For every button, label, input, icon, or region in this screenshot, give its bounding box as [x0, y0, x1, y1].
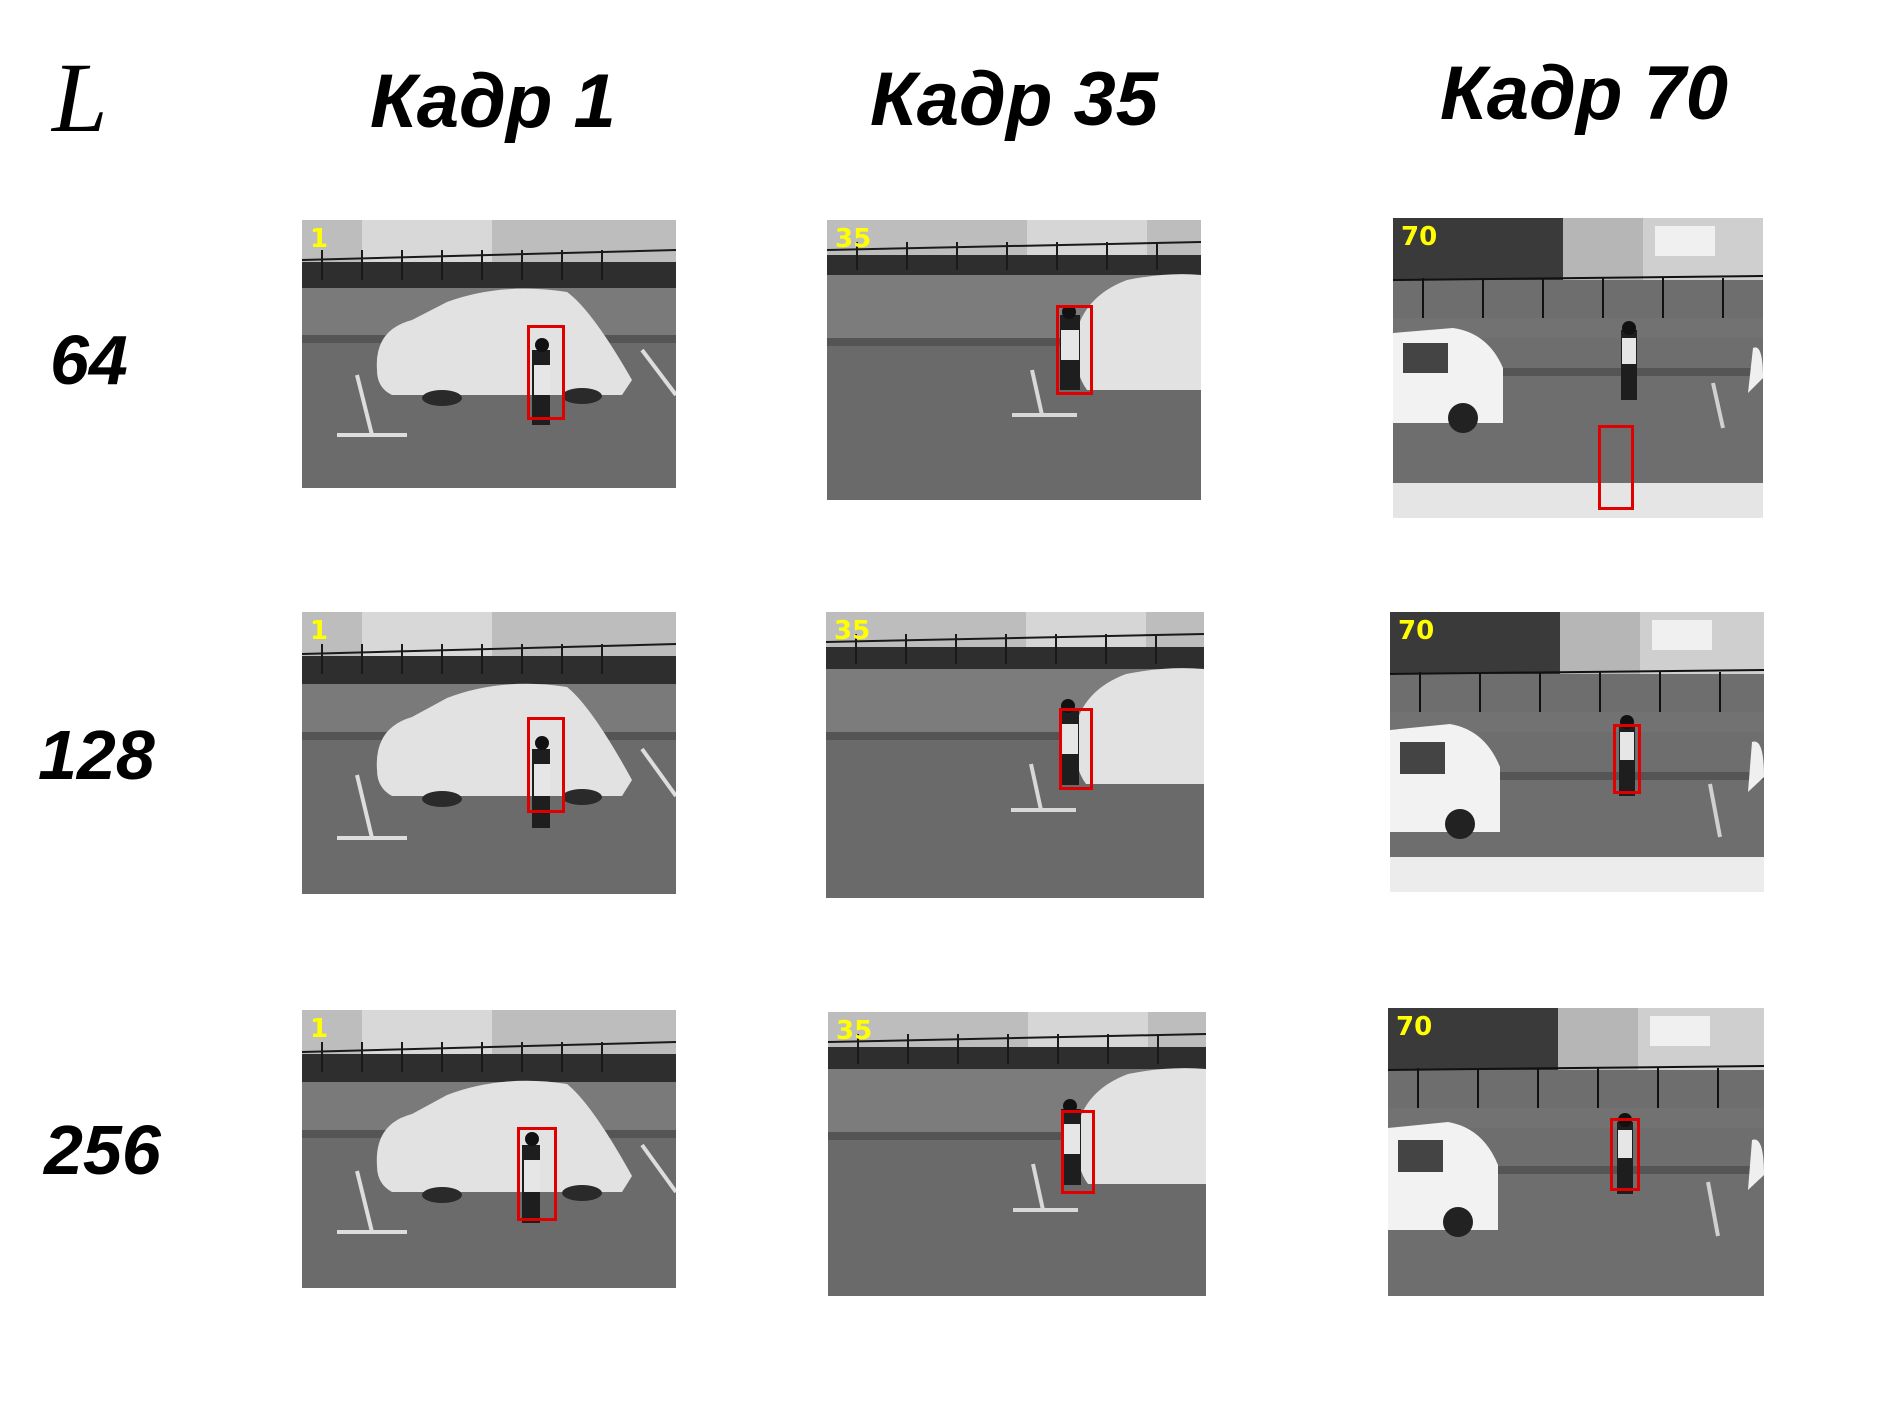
frame-image: 35	[826, 612, 1204, 898]
tracking-box	[1059, 708, 1093, 790]
tracking-box	[1061, 1110, 1095, 1194]
frame-number: 35	[836, 1016, 873, 1046]
frame-image: 35	[827, 220, 1201, 500]
tracking-box	[527, 325, 565, 420]
tracking-box	[1610, 1118, 1640, 1191]
frame-image: 1	[302, 220, 676, 488]
frame-number: 1	[310, 224, 329, 254]
frame-image: 70	[1388, 1008, 1764, 1296]
frame-number: 70	[1396, 1012, 1433, 1042]
tracking-box	[1598, 425, 1634, 510]
frame-image: 1	[302, 1010, 676, 1288]
frame-image: 35	[828, 1012, 1206, 1296]
column-header-frame-35: Кадр 35	[870, 57, 1159, 142]
column-header-frame-70: Кадр 70	[1440, 51, 1729, 136]
row-label-128: 128	[38, 716, 155, 794]
frame-number: 35	[835, 224, 872, 254]
frame-image: 1	[302, 612, 676, 894]
frame-number: 1	[310, 1014, 329, 1044]
row-label-256: 256	[44, 1111, 161, 1189]
frame-number: 70	[1398, 616, 1435, 646]
tracking-box	[1056, 305, 1093, 395]
column-header-frame-1: Кадр 1	[370, 59, 616, 144]
tracking-box	[1613, 724, 1641, 794]
row-label-64: 64	[50, 321, 128, 399]
parameter-symbol: L	[52, 42, 108, 153]
frame-number: 70	[1401, 222, 1438, 252]
frame-image: 70	[1390, 612, 1764, 892]
tracking-box	[517, 1127, 557, 1221]
tracking-box	[527, 717, 565, 813]
frame-image: 70	[1393, 218, 1763, 518]
frame-number: 35	[834, 616, 871, 646]
frame-number: 1	[310, 616, 329, 646]
